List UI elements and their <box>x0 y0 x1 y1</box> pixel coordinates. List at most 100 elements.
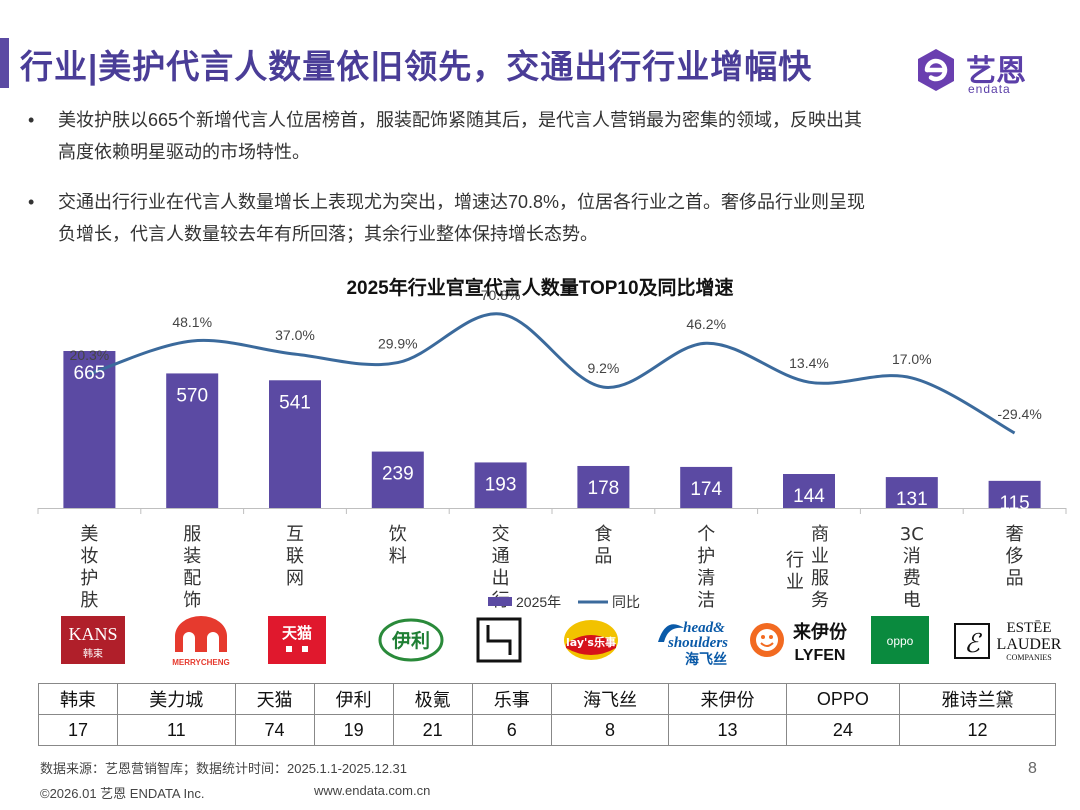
growth-rate-label: 46.2% <box>686 316 726 332</box>
bar <box>988 480 1041 508</box>
bar <box>269 380 321 508</box>
bar-value-label: 239 <box>382 464 414 485</box>
tmall-logo-text: 天猫 <box>282 624 312 642</box>
logo-cn-text: 艺恩 <box>966 55 1026 88</box>
brand-name-cell: 伊利 <box>313 683 394 715</box>
page-number: 8 <box>1028 760 1037 777</box>
category-label-char: 美 <box>80 524 98 545</box>
estee-lauder-text3: COMPANIES <box>1006 653 1052 662</box>
tmall-logo: 天猫 <box>266 610 328 670</box>
estee-lauder-logo: ℰ ESTĒE LAUDER COMPANIES <box>952 610 1068 670</box>
category-label-char: 个 <box>697 524 715 545</box>
brand-name-cell: 来伊份 <box>668 683 787 715</box>
brand-name-cell: 天猫 <box>234 683 315 715</box>
lyfen-logo-cn: 来伊份 <box>792 621 848 643</box>
brand-count-cell: 24 <box>785 714 901 746</box>
zeekr-logo-icon <box>476 617 522 663</box>
bullet-dot: • <box>28 110 35 130</box>
category-label-char: 电 <box>903 590 921 608</box>
bar-value-label: 115 <box>999 493 1029 514</box>
brand-count-cell: 13 <box>668 714 787 746</box>
brand-count-cell: 19 <box>313 714 394 746</box>
legend-bar-label: 2025年 <box>516 594 561 608</box>
endata-logo: 艺恩 endata <box>912 44 1042 96</box>
summary-bullets: • 美妆护肤以665个新增代言人位居榜首，服装配饰紧随其后，是代言人营销最为密集… <box>22 104 1022 268</box>
kans-logo-icon: KANS 韩束 <box>61 616 125 664</box>
yili-logo: 伊利 <box>376 610 446 670</box>
head-shoulders-logo: head& shoulders 海飞丝 <box>654 610 738 670</box>
bullet-item: • 交通出行行业在代言人数量增长上表现尤为突出，增速达70.8%，位居各行业之首… <box>22 186 1022 250</box>
oppo-logo-icon: oppo <box>871 616 929 664</box>
category-label-char: 服 <box>183 524 201 545</box>
growth-rate-label: 37.0% <box>275 327 315 343</box>
legend-line-label: 同比 <box>612 594 640 608</box>
category-label-char: 饰 <box>183 590 201 608</box>
brand-name-cell: 极氪 <box>392 683 473 715</box>
growth-rate-label: 29.9% <box>378 336 418 352</box>
growth-rate-label: 9.2% <box>587 360 619 376</box>
growth-rate-label: 20.3% <box>70 347 110 363</box>
head-shoulders-text3: 海飞丝 <box>685 651 727 668</box>
bar <box>371 451 424 508</box>
category-label-char: 清 <box>697 568 715 589</box>
industry-chart: 2025年行业官宣代言人数量TOP10及同比增速 665 570 541 239 193 1… <box>0 268 1080 608</box>
category-label-char: 行 <box>786 550 804 571</box>
bar <box>680 466 733 508</box>
tmall-logo-icon: 天猫 <box>268 616 326 664</box>
category-label-char: 肤 <box>80 590 98 608</box>
kans-logo-text: KANS <box>68 624 117 644</box>
yili-logo-text: 伊利 <box>391 629 430 652</box>
category-label-char: 交 <box>492 524 510 545</box>
category-label-char: 护 <box>80 568 98 589</box>
category-label-char: 消 <box>903 546 921 567</box>
growth-rate-label: 70.8% <box>481 287 521 303</box>
head-shoulders-text2: shoulders <box>667 635 728 651</box>
category-label-char: 出 <box>492 568 510 589</box>
growth-rate-label: 48.1% <box>172 314 212 330</box>
bullet-line: 美妆护肤以665个新增代言人位居榜首，服装配饰紧随其后，是代言人营销最为密集的领… <box>58 110 863 130</box>
kans-logo-cn: 韩束 <box>83 647 103 660</box>
brand-name-row: 韩束 美力城 天猫 伊利 极氪 乐事 海飞丝 来伊份 OPPO 雅诗兰黛 <box>37 683 1056 715</box>
brand-name-cell: 美力城 <box>117 683 236 715</box>
brand-count-cell: 11 <box>117 714 236 746</box>
estee-lauder-text1: ESTĒE <box>1007 620 1052 636</box>
brand-count-cell: 21 <box>392 714 473 746</box>
merrycheng-logo: MERRYCHENG <box>164 610 238 670</box>
endata-logo-icon <box>918 49 954 91</box>
brand-name-cell: 海飞丝 <box>550 683 670 715</box>
brand-count-table: 韩束 美力城 天猫 伊利 极氪 乐事 海飞丝 来伊份 OPPO 雅诗兰黛 17 11 74 19 21 6 8… <box>37 683 1056 746</box>
zeekr-logo <box>474 610 524 670</box>
title-accent-bar <box>0 38 9 88</box>
bullet-line: 高度依赖明星驱动的市场特性。 <box>58 142 310 162</box>
yili-logo-icon: 伊利 <box>378 618 444 662</box>
category-label-char: 商 <box>811 524 829 545</box>
bar-value-label: 131 <box>896 489 928 510</box>
merrycheng-logo-text: MERRYCHENG <box>172 658 229 667</box>
brand-count-cell: 6 <box>471 714 552 746</box>
head-shoulders-text1: head& <box>683 620 725 636</box>
bullet-line: 交通出行行业在代言人数量增长上表现尤为突出，增速达70.8%，位居各行业之首。奢… <box>58 192 866 212</box>
category-label-char: 料 <box>389 546 407 567</box>
brand-name-cell: 乐事 <box>471 683 552 715</box>
bar-value-label: 570 <box>176 385 208 406</box>
estee-lauder-logo-icon: ℰ ESTĒE LAUDER COMPANIES <box>954 620 1062 662</box>
lyfen-logo-en: LYFEN <box>795 647 846 664</box>
copyright: ©2026.01 艺恩 ENDATA Inc. <box>40 786 205 801</box>
category-label-char: 奢 <box>1006 524 1024 545</box>
category-label-char: 通 <box>492 546 510 567</box>
chart-title: 2025年行业官宣代言人数量TOP10及同比增速 <box>346 276 733 299</box>
website-url: www.endata.com.cn <box>314 783 431 798</box>
bar <box>63 351 116 508</box>
growth-rate-label: 13.4% <box>789 355 829 371</box>
lyfen-logo-icon: 来伊份 LYFEN <box>750 621 848 664</box>
category-label-char: 食 <box>594 524 612 545</box>
kans-logo: KANS 韩束 <box>58 610 128 670</box>
legend-bar-swatch <box>488 597 512 606</box>
category-label-char: 3C <box>900 524 924 545</box>
growth-rate-label: 17.0% <box>892 351 932 367</box>
growth-rate-label: -29.4% <box>997 406 1041 422</box>
bar <box>783 474 835 508</box>
category-label-char: 业 <box>811 546 829 567</box>
brand-name-cell: OPPO <box>785 683 901 715</box>
brand-count-cell: 8 <box>550 714 670 746</box>
